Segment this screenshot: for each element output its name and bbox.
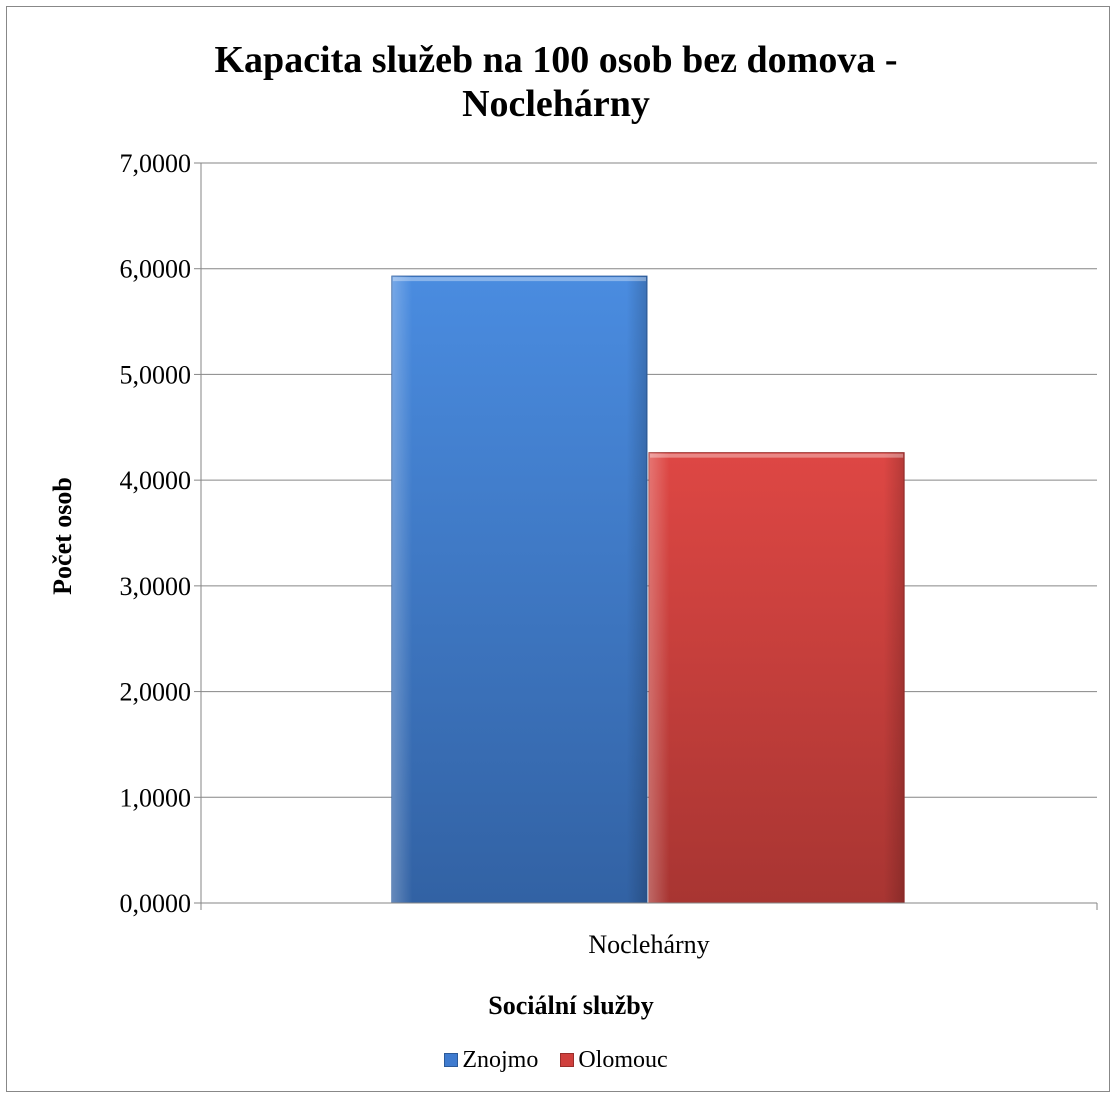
bar-znojmo-highlight: [392, 277, 646, 282]
legend-swatch-znojmo: [444, 1053, 459, 1067]
chart-legend: Znojmo Olomouc: [0, 1046, 1112, 1074]
y-tick-label: 7,0000: [120, 149, 192, 178]
y-tick-label: 5,0000: [120, 360, 192, 389]
legend-label-olomouc: Olomouc: [578, 1047, 668, 1073]
y-tick-label: 1,0000: [120, 783, 192, 812]
legend-swatch-olomouc: [560, 1053, 575, 1067]
bar-olomouc-shade: [649, 452, 905, 903]
y-tick-label: 0,0000: [120, 889, 192, 918]
x-tick-label: Noclehárny: [588, 930, 709, 959]
y-axis-title: Počet osob: [48, 477, 77, 595]
x-axis-title: Sociální služby: [488, 991, 653, 1020]
legend-item-znojmo: Znojmo: [444, 1046, 538, 1074]
chart-title-line-2: Noclehárny: [462, 83, 650, 125]
y-tick-label: 4,0000: [120, 466, 192, 495]
chart-title: Kapacita služeb na 100 osob bez domova -…: [0, 38, 1112, 126]
chart-title-line-1: Kapacita služeb na 100 osob bez domova -: [214, 39, 898, 81]
y-tick-label: 3,0000: [120, 572, 192, 601]
y-tick-label: 6,0000: [120, 255, 192, 284]
bar-znojmo-shade: [391, 276, 647, 904]
legend-item-olomouc: Olomouc: [560, 1046, 668, 1074]
y-tick-label: 2,0000: [120, 678, 192, 707]
legend-label-znojmo: Znojmo: [462, 1047, 539, 1073]
bar-olomouc-highlight: [650, 453, 904, 458]
